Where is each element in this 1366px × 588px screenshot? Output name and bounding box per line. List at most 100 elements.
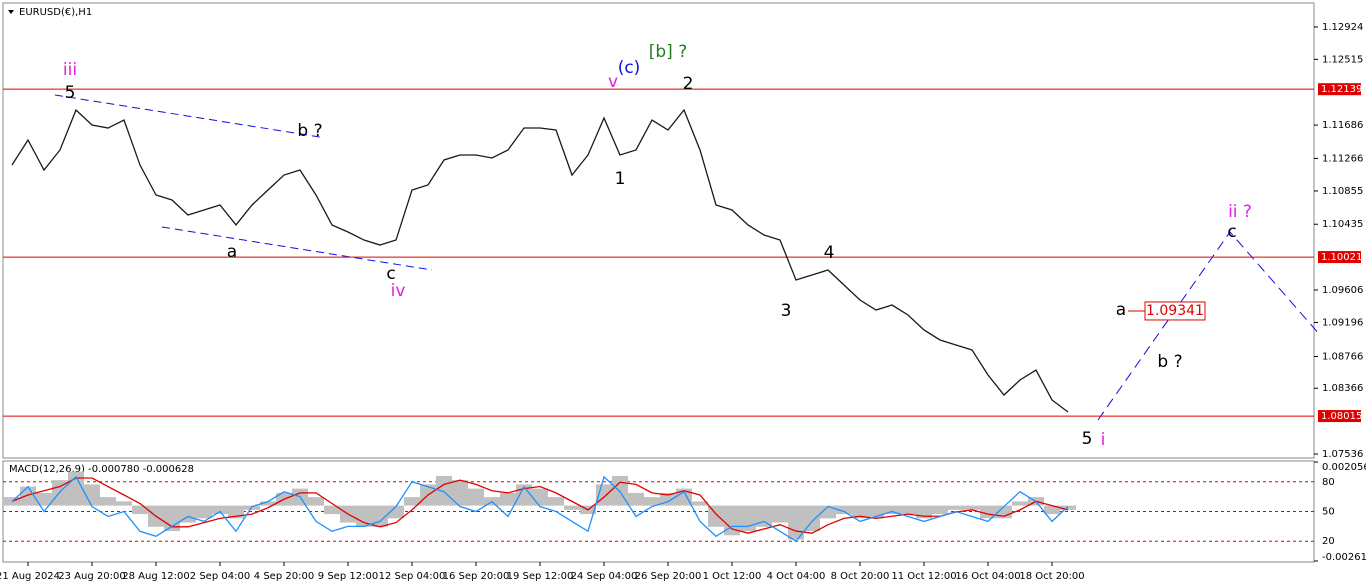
histogram-bar [804,505,820,532]
histogram-bar [644,497,660,506]
x-tick-label: 2 Sep 04:00 [190,571,250,582]
histogram-bar [196,505,212,519]
x-tick-label: 26 Sep 20:00 [635,571,702,582]
wave-label: a [1116,300,1126,320]
histogram-bar [308,497,324,506]
y-tick-label: 1.07536 [1322,449,1363,460]
histogram-bar [692,501,708,506]
histogram-bar [324,505,340,515]
wave-label: c [386,264,395,284]
wave-label: a [227,242,237,262]
wave-label: 2 [683,74,694,94]
histogram-bar [900,505,916,515]
y-tick-label: 1.11266 [1322,153,1363,164]
symbol-title: EURUSD(€),H1 [19,7,92,18]
histogram-bar [884,505,900,515]
y2-tick-label: 80 [1322,477,1335,488]
main-panel [2,2,1315,459]
level-tag [1318,410,1361,423]
wave-label: 1 [615,169,626,189]
x-tick-label: 8 Oct 20:00 [831,571,890,582]
x-tick-label: 28 Aug 12:00 [122,571,189,582]
x-tick-label: 19 Sep 12:00 [507,571,574,582]
histogram-bar [548,497,564,506]
x-tick-label: 4 Oct 04:00 [767,571,826,582]
x-tick-label: 24 Sep 04:00 [571,571,638,582]
histogram-bar [724,505,740,536]
price-label: 1.09341 [1146,303,1204,319]
histogram-bar [404,497,420,506]
histogram-bar [564,505,580,510]
histogram-bar [500,492,516,506]
histogram-bar [772,505,788,523]
histogram-bar [852,505,868,519]
histogram-bar [532,488,548,506]
histogram-bar [836,505,852,515]
trend-line [54,94,321,138]
price-line [11,108,1069,413]
histogram-bar [948,505,964,510]
y-tick-label: 1.12515 [1322,54,1363,65]
y-tick-label: 1.08366 [1322,383,1363,394]
histogram-bar [260,501,276,506]
wave-label: iv [391,281,406,301]
y-tick-label: 1.12924 [1322,22,1363,33]
histogram-bar [932,505,948,515]
price-box [1144,301,1206,321]
wave-label: 5 [65,83,76,103]
histogram-bar [964,505,980,510]
level-tag [1318,83,1361,96]
histogram-bar [468,488,484,506]
wave-label: ii ? [1228,202,1252,222]
level-label: 1.10021 [1321,252,1362,263]
x-tick-label: 11 Oct 12:00 [891,571,956,582]
histogram-bar [676,488,692,506]
histogram-bar [820,505,836,519]
histogram-bar [452,480,468,506]
x-tick-label: 16 Oct 04:00 [955,571,1020,582]
y-tick-label: 1.09606 [1322,285,1363,296]
x-tick-label: 23 Aug 20:00 [58,571,125,582]
histogram-bar [36,492,52,506]
indicator-line [11,475,1069,543]
indicator-label: MACD(12,26,9) -0.000780 -0.000628 [9,464,194,475]
histogram-bar [1060,505,1076,510]
wave-label: v [608,72,618,92]
x-tick-label: 12 Sep 04:00 [379,571,446,582]
y2-tick-label: 50 [1322,507,1335,518]
wave-label: 4 [824,243,835,263]
histogram-bar [52,480,68,506]
histogram-bar [1044,505,1060,515]
wave-label: b ? [297,121,322,141]
y-tick-label: 1.11686 [1322,120,1363,131]
level-tag [1318,251,1361,264]
histogram-bar [356,505,372,527]
wave-label: 3 [781,301,792,321]
wave-label: 5 [1082,429,1093,449]
x-tick-label: 4 Sep 20:00 [254,571,314,582]
wave-label: [b] ? [649,42,687,62]
level-label: 1.08015 [1321,411,1362,422]
histogram-bar [100,497,116,506]
histogram-bar [740,505,756,532]
histogram-bar [436,475,452,506]
histogram-bar [628,492,644,506]
y-tick-label: 0.002056 [1322,462,1366,473]
histogram-bar [212,505,228,515]
histogram-bar [132,505,148,515]
x-tick-label: 18 Oct 20:00 [1019,571,1084,582]
x-tick-label: 21 Aug 2024 [0,571,60,582]
wave-label: b ? [1157,352,1182,372]
trend-line [161,226,433,271]
wave-label: iii [63,60,77,80]
histogram-bar [1012,501,1028,506]
x-tick-label: 9 Sep 12:00 [318,571,378,582]
x-tick-label: 16 Sep 20:00 [443,571,510,582]
y2-tick-label: 20 [1322,536,1335,547]
projection-line [1097,231,1321,421]
histogram-bar [756,505,772,527]
plot-layer: 1.12924 1.12515 1.11686 1.11266 1.10855 1.104… [0,22,1366,582]
menu-arrow[interactable] [8,10,14,14]
histogram-bar [388,505,404,519]
